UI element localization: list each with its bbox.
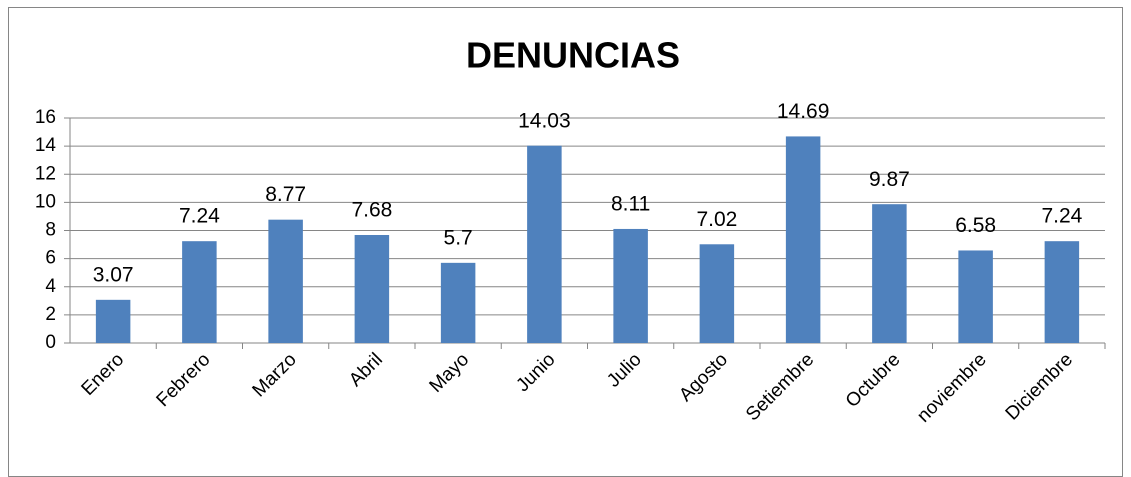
x-tick-label: Marzo <box>249 349 301 401</box>
bar <box>527 145 562 343</box>
data-label: 7.24 <box>179 205 220 228</box>
bar <box>613 228 648 343</box>
y-tick-label: 16 <box>35 107 56 128</box>
bar <box>268 219 303 343</box>
y-tick-label: 8 <box>45 220 56 241</box>
x-tick-label: Junio <box>512 349 559 396</box>
y-tick-label: 14 <box>35 135 57 156</box>
x-tick-label: Abril <box>345 349 387 391</box>
x-tick-label: Octubre <box>842 349 905 412</box>
bar <box>785 136 821 343</box>
data-label: 5.7 <box>444 226 473 249</box>
data-label: 8.77 <box>265 183 306 206</box>
bar <box>872 204 907 343</box>
data-label: 9.87 <box>869 168 910 191</box>
bar <box>440 262 476 343</box>
data-label: 6.58 <box>955 214 996 237</box>
y-tick-label: 10 <box>35 191 56 212</box>
x-tick-label: Enero <box>78 349 129 400</box>
data-label: 7.24 <box>1041 205 1082 228</box>
bar <box>1044 241 1080 343</box>
data-label: 8.11 <box>611 193 650 216</box>
x-tick-label: Mayo <box>425 349 473 397</box>
data-label: 7.02 <box>696 208 737 231</box>
y-tick-label: 6 <box>45 248 56 269</box>
bar <box>699 244 735 343</box>
x-tick-label: Setiembre <box>742 349 818 425</box>
data-label: 14.03 <box>518 109 571 132</box>
data-label: 14.69 <box>777 100 830 123</box>
x-tick-label: Julio <box>603 349 645 391</box>
y-tick-label: 4 <box>45 276 56 297</box>
chart-frame <box>8 7 1123 477</box>
bar <box>182 241 217 343</box>
x-tick-label: noviembre <box>913 349 991 427</box>
x-tick-label: Febrero <box>153 349 215 411</box>
y-tick-label: 12 <box>35 163 56 184</box>
chart-title: DENUNCIAS <box>466 35 680 76</box>
bar <box>95 299 131 343</box>
y-tick-label: 2 <box>45 304 56 325</box>
bar <box>354 235 390 343</box>
data-label: 3.07 <box>93 263 134 286</box>
y-tick-label: 0 <box>45 332 56 353</box>
x-tick-label: Agosto <box>675 349 732 406</box>
data-label: 7.68 <box>351 199 392 222</box>
bar <box>958 250 993 343</box>
x-tick-label: Diciembre <box>1002 349 1077 424</box>
